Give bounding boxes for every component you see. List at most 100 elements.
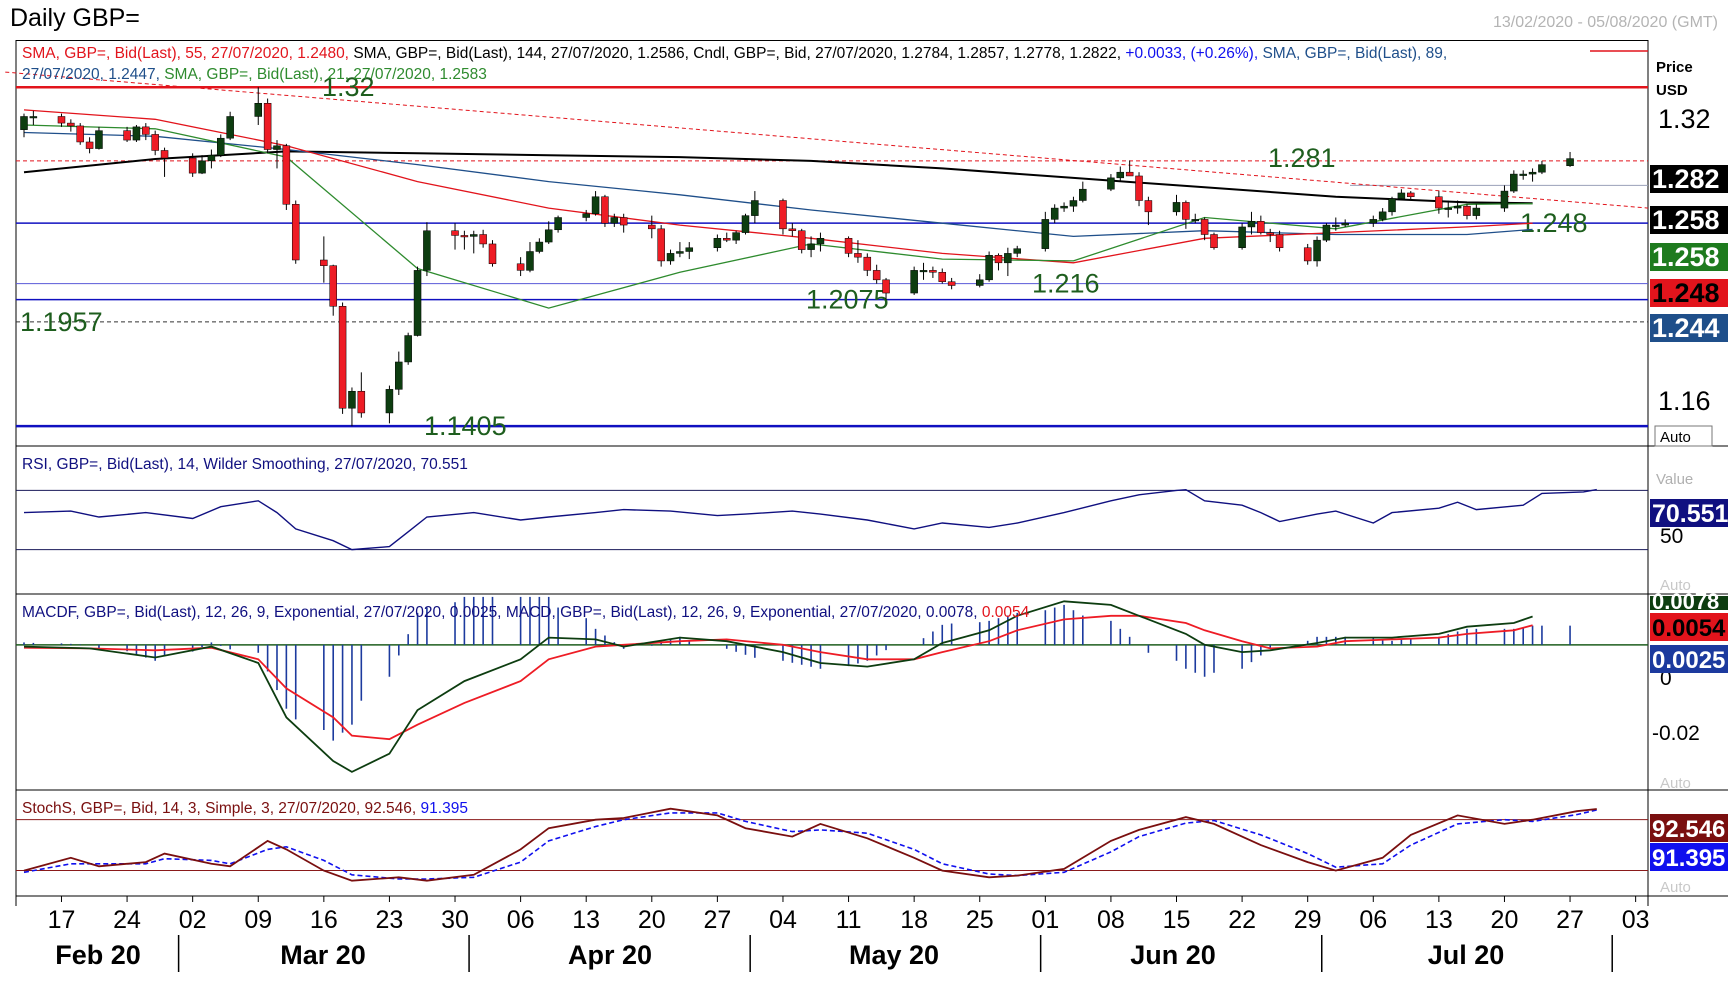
candle-body	[854, 253, 862, 258]
candle-body	[797, 230, 806, 250]
candle-body	[1500, 190, 1509, 209]
x-tick-label: 08	[1097, 906, 1125, 934]
price-auto-button[interactable]	[1654, 425, 1713, 447]
candle-body	[985, 255, 993, 281]
macd-value-box: 0.0078	[1652, 589, 1719, 614]
x-tick-label: 30	[441, 906, 469, 934]
candle-body	[404, 335, 412, 363]
moving-averages	[23, 109, 1533, 309]
candle-body	[685, 247, 694, 252]
candle-body	[357, 390, 366, 414]
x-tick-label: 17	[48, 906, 76, 934]
candle-body	[423, 230, 431, 271]
price-auto-label: Auto	[1660, 429, 1691, 446]
candles	[20, 87, 1574, 427]
level-label-1-1957: 1.1957	[20, 307, 103, 337]
candle-body	[1060, 205, 1068, 209]
candle-body	[938, 272, 947, 282]
rsi-panel	[16, 488, 1648, 551]
candle-body	[1407, 192, 1415, 197]
stoch-panel	[16, 807, 1648, 882]
x-tick-label: 13	[572, 906, 600, 934]
candle-body	[57, 116, 66, 124]
candle-body	[273, 145, 281, 150]
candle-body	[1050, 207, 1059, 220]
macd-line	[23, 600, 1533, 773]
price-legend-line-1: SMA, GBP=, Bid(Last), 55, 27/07/2020, 1.…	[22, 45, 1447, 62]
rsi-tick-50: 50	[1660, 525, 1683, 548]
candle-body	[254, 103, 262, 117]
macd-signal-value-box: 0.0054	[1652, 615, 1726, 642]
x-tick-label: 02	[179, 906, 207, 934]
candle-body	[1341, 222, 1349, 226]
candle-body	[994, 255, 1003, 264]
macd-auto-label: Auto	[1660, 775, 1691, 792]
month-label: Feb 20	[55, 940, 141, 970]
macd-signal-value-box-bg	[1650, 613, 1728, 641]
candle-body	[1135, 175, 1143, 201]
candle-body	[1378, 211, 1387, 220]
x-tick-label: 20	[1491, 906, 1519, 934]
candle-body	[1388, 198, 1396, 213]
candle-body	[488, 243, 497, 265]
price-value-box-bg	[1650, 279, 1728, 307]
x-tick-label: 20	[638, 906, 666, 934]
candle-body	[329, 265, 337, 307]
price-value-box-bg	[1650, 243, 1728, 271]
sma55-line	[23, 109, 1533, 264]
candle-body	[788, 228, 797, 231]
candle-body	[544, 229, 553, 243]
candle-body	[1472, 207, 1481, 216]
candle-body	[207, 154, 216, 162]
candle-body	[535, 241, 544, 252]
candle-body	[1266, 232, 1274, 235]
candle-body	[1303, 247, 1312, 262]
date-range: 13/02/2020 - 05/08/2020 (GMT)	[1492, 14, 1718, 31]
candle-body	[1453, 205, 1462, 209]
stoch-k-value-box: 92.546	[1652, 816, 1725, 843]
candle-body	[723, 238, 731, 241]
candle-body	[1004, 253, 1012, 264]
level-label-1-2075: 1.2075	[806, 285, 889, 315]
candle-body	[226, 116, 234, 139]
candle-body	[713, 238, 722, 248]
x-tick-label: 11	[836, 906, 862, 934]
candle-body	[1013, 248, 1021, 254]
candle-body	[676, 251, 684, 254]
month-label: Jun 20	[1130, 940, 1216, 970]
candle-body	[282, 145, 291, 205]
rsi-legend: RSI, GBP=, Bid(Last), 14, Wilder Smoothi…	[22, 456, 468, 473]
stoch-auto-label: Auto	[1660, 879, 1691, 896]
candle-body	[1144, 200, 1153, 213]
candle-body	[1369, 219, 1378, 224]
candle-body	[844, 238, 853, 254]
x-tick-label: 06	[507, 906, 535, 934]
month-label: Jul 20	[1428, 940, 1505, 970]
candle-body	[348, 390, 356, 409]
price-tick-116: 1.16	[1658, 386, 1711, 416]
candle-body	[1332, 224, 1340, 227]
macd-tick-neg: -0.02	[1652, 722, 1700, 745]
candle-body	[1257, 221, 1265, 233]
price-value-box: 1.282	[1652, 164, 1720, 194]
candle-body	[732, 232, 740, 241]
month-label: Mar 20	[280, 940, 366, 970]
candle-body	[338, 306, 347, 409]
candle-body	[1041, 219, 1050, 249]
macd-hist-value-box: 0.0025	[1652, 647, 1725, 674]
candle-body	[591, 196, 600, 214]
candle-body	[919, 270, 928, 273]
candle-body	[882, 279, 890, 294]
month-label: May 20	[849, 940, 939, 970]
candle-body	[76, 125, 84, 143]
candle-body	[1528, 171, 1537, 175]
candle-body	[1182, 202, 1190, 220]
candle-body	[648, 224, 656, 230]
x-axis: 17 24 02 09 16 23 30 06 13 20 27 04 11 18 25 01 08 15 22 29…	[48, 896, 1650, 972]
candle-body	[807, 243, 815, 250]
x-tick-label: 06	[1359, 906, 1387, 934]
price-value-box-bg	[1650, 314, 1728, 342]
